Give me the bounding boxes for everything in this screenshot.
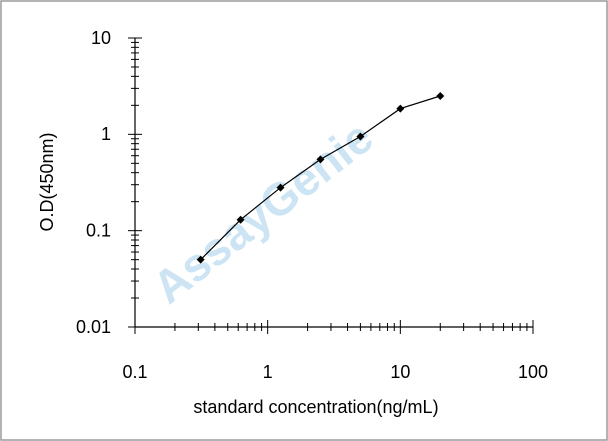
point [196, 255, 205, 264]
y-tick-label: 10 [91, 28, 111, 48]
point [276, 183, 285, 192]
x-axis-label: standard concentration(ng/mL) [193, 397, 438, 417]
point [396, 104, 405, 113]
point [436, 91, 445, 100]
x-tick-label: 10 [390, 362, 410, 382]
y-tick-label: 1 [101, 124, 111, 144]
y-axis-label: O.D(450nm) [37, 132, 57, 231]
point [356, 132, 365, 141]
point [316, 155, 325, 164]
point [236, 215, 245, 224]
x-tick-label: 0.1 [122, 362, 147, 382]
x-tick-label: 100 [518, 362, 548, 382]
x-tick-label: 1 [263, 362, 273, 382]
y-tick-label: 0.01 [76, 317, 111, 337]
y-tick-label: 0.1 [86, 220, 111, 240]
